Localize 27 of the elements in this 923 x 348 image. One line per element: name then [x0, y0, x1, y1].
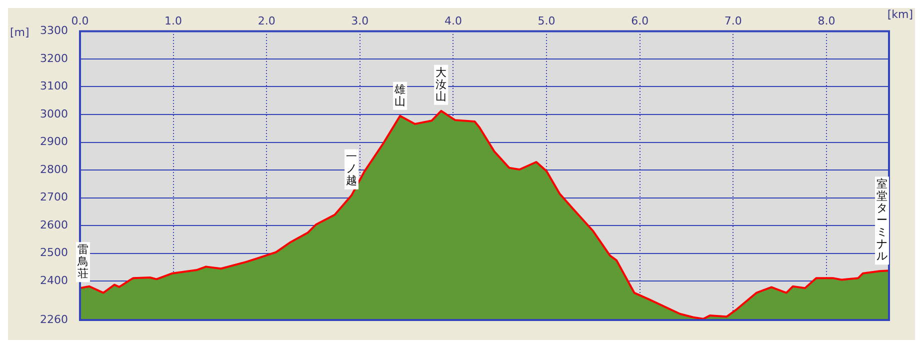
y-tick-label: 3200 [40, 52, 68, 65]
y-tick-label: 2500 [40, 246, 68, 260]
x-tick-label: 4.0 [444, 14, 462, 28]
y-tick-label: 2400 [40, 274, 68, 287]
y-tick-label: 3100 [40, 80, 68, 93]
x-tick-label: 2.0 [258, 14, 276, 28]
y-tick-label: 3300 [40, 24, 68, 38]
y-tick-label: 2700 [40, 190, 68, 204]
x-tick-label: 8.0 [818, 14, 836, 28]
annotation: 雄山 [394, 82, 406, 108]
x-tick-label: 6.0 [631, 14, 649, 28]
x-tick-label: 3.0 [351, 14, 369, 28]
annotation: 雷鳥荘 [76, 242, 88, 280]
y-tick-label: 2260 [40, 312, 68, 326]
annotation: 一ノ越 [346, 150, 358, 188]
annotation: 室堂ターミナル [876, 177, 888, 262]
y-axis-title: [m] [10, 26, 30, 40]
y-tick-label: 2800 [40, 162, 68, 176]
y-tick-label: 2900 [40, 135, 68, 148]
x-tick-label: 0.0 [71, 14, 89, 28]
x-tick-label: 7.0 [724, 14, 742, 28]
x-tick-label: 5.0 [538, 14, 556, 28]
x-tick-label: 1.0 [164, 14, 182, 28]
x-axis-title: [km] [887, 8, 913, 22]
y-tick-label: 2600 [40, 218, 68, 232]
annotation: 大汝山 [436, 66, 447, 103]
y-tick-label: 3000 [40, 107, 68, 120]
